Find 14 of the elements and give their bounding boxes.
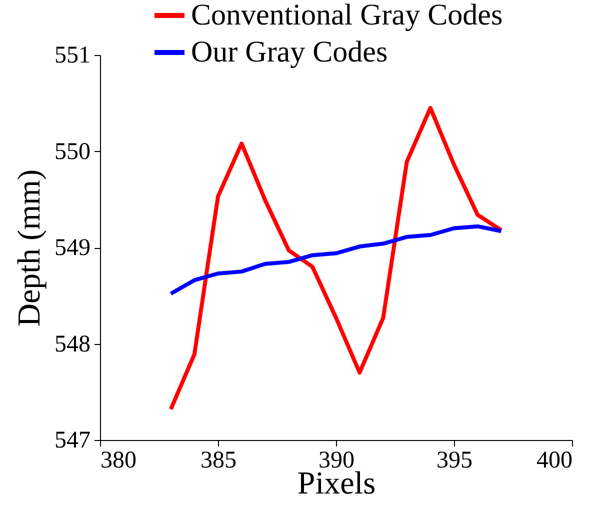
x-tick-label: 380: [100, 448, 136, 474]
y-tick-label: 548: [54, 331, 90, 358]
legend-label: Conventional Gray Codes: [191, 0, 503, 32]
y-tick-label: 550: [54, 138, 90, 165]
y-tick-label: 549: [54, 235, 90, 261]
y-tick-label: 547: [54, 428, 90, 454]
x-tick-label: 385: [200, 448, 236, 474]
y-tick-label: 551: [54, 42, 90, 68]
line-series: [168, 106, 504, 412]
x-tick-label: 400: [536, 448, 572, 474]
x-tick-label: 395: [436, 448, 472, 474]
legend-label: Our Gray Codes: [191, 36, 388, 68]
y-axis-title: Depth (mm): [10, 169, 46, 327]
line-series: [168, 224, 504, 296]
